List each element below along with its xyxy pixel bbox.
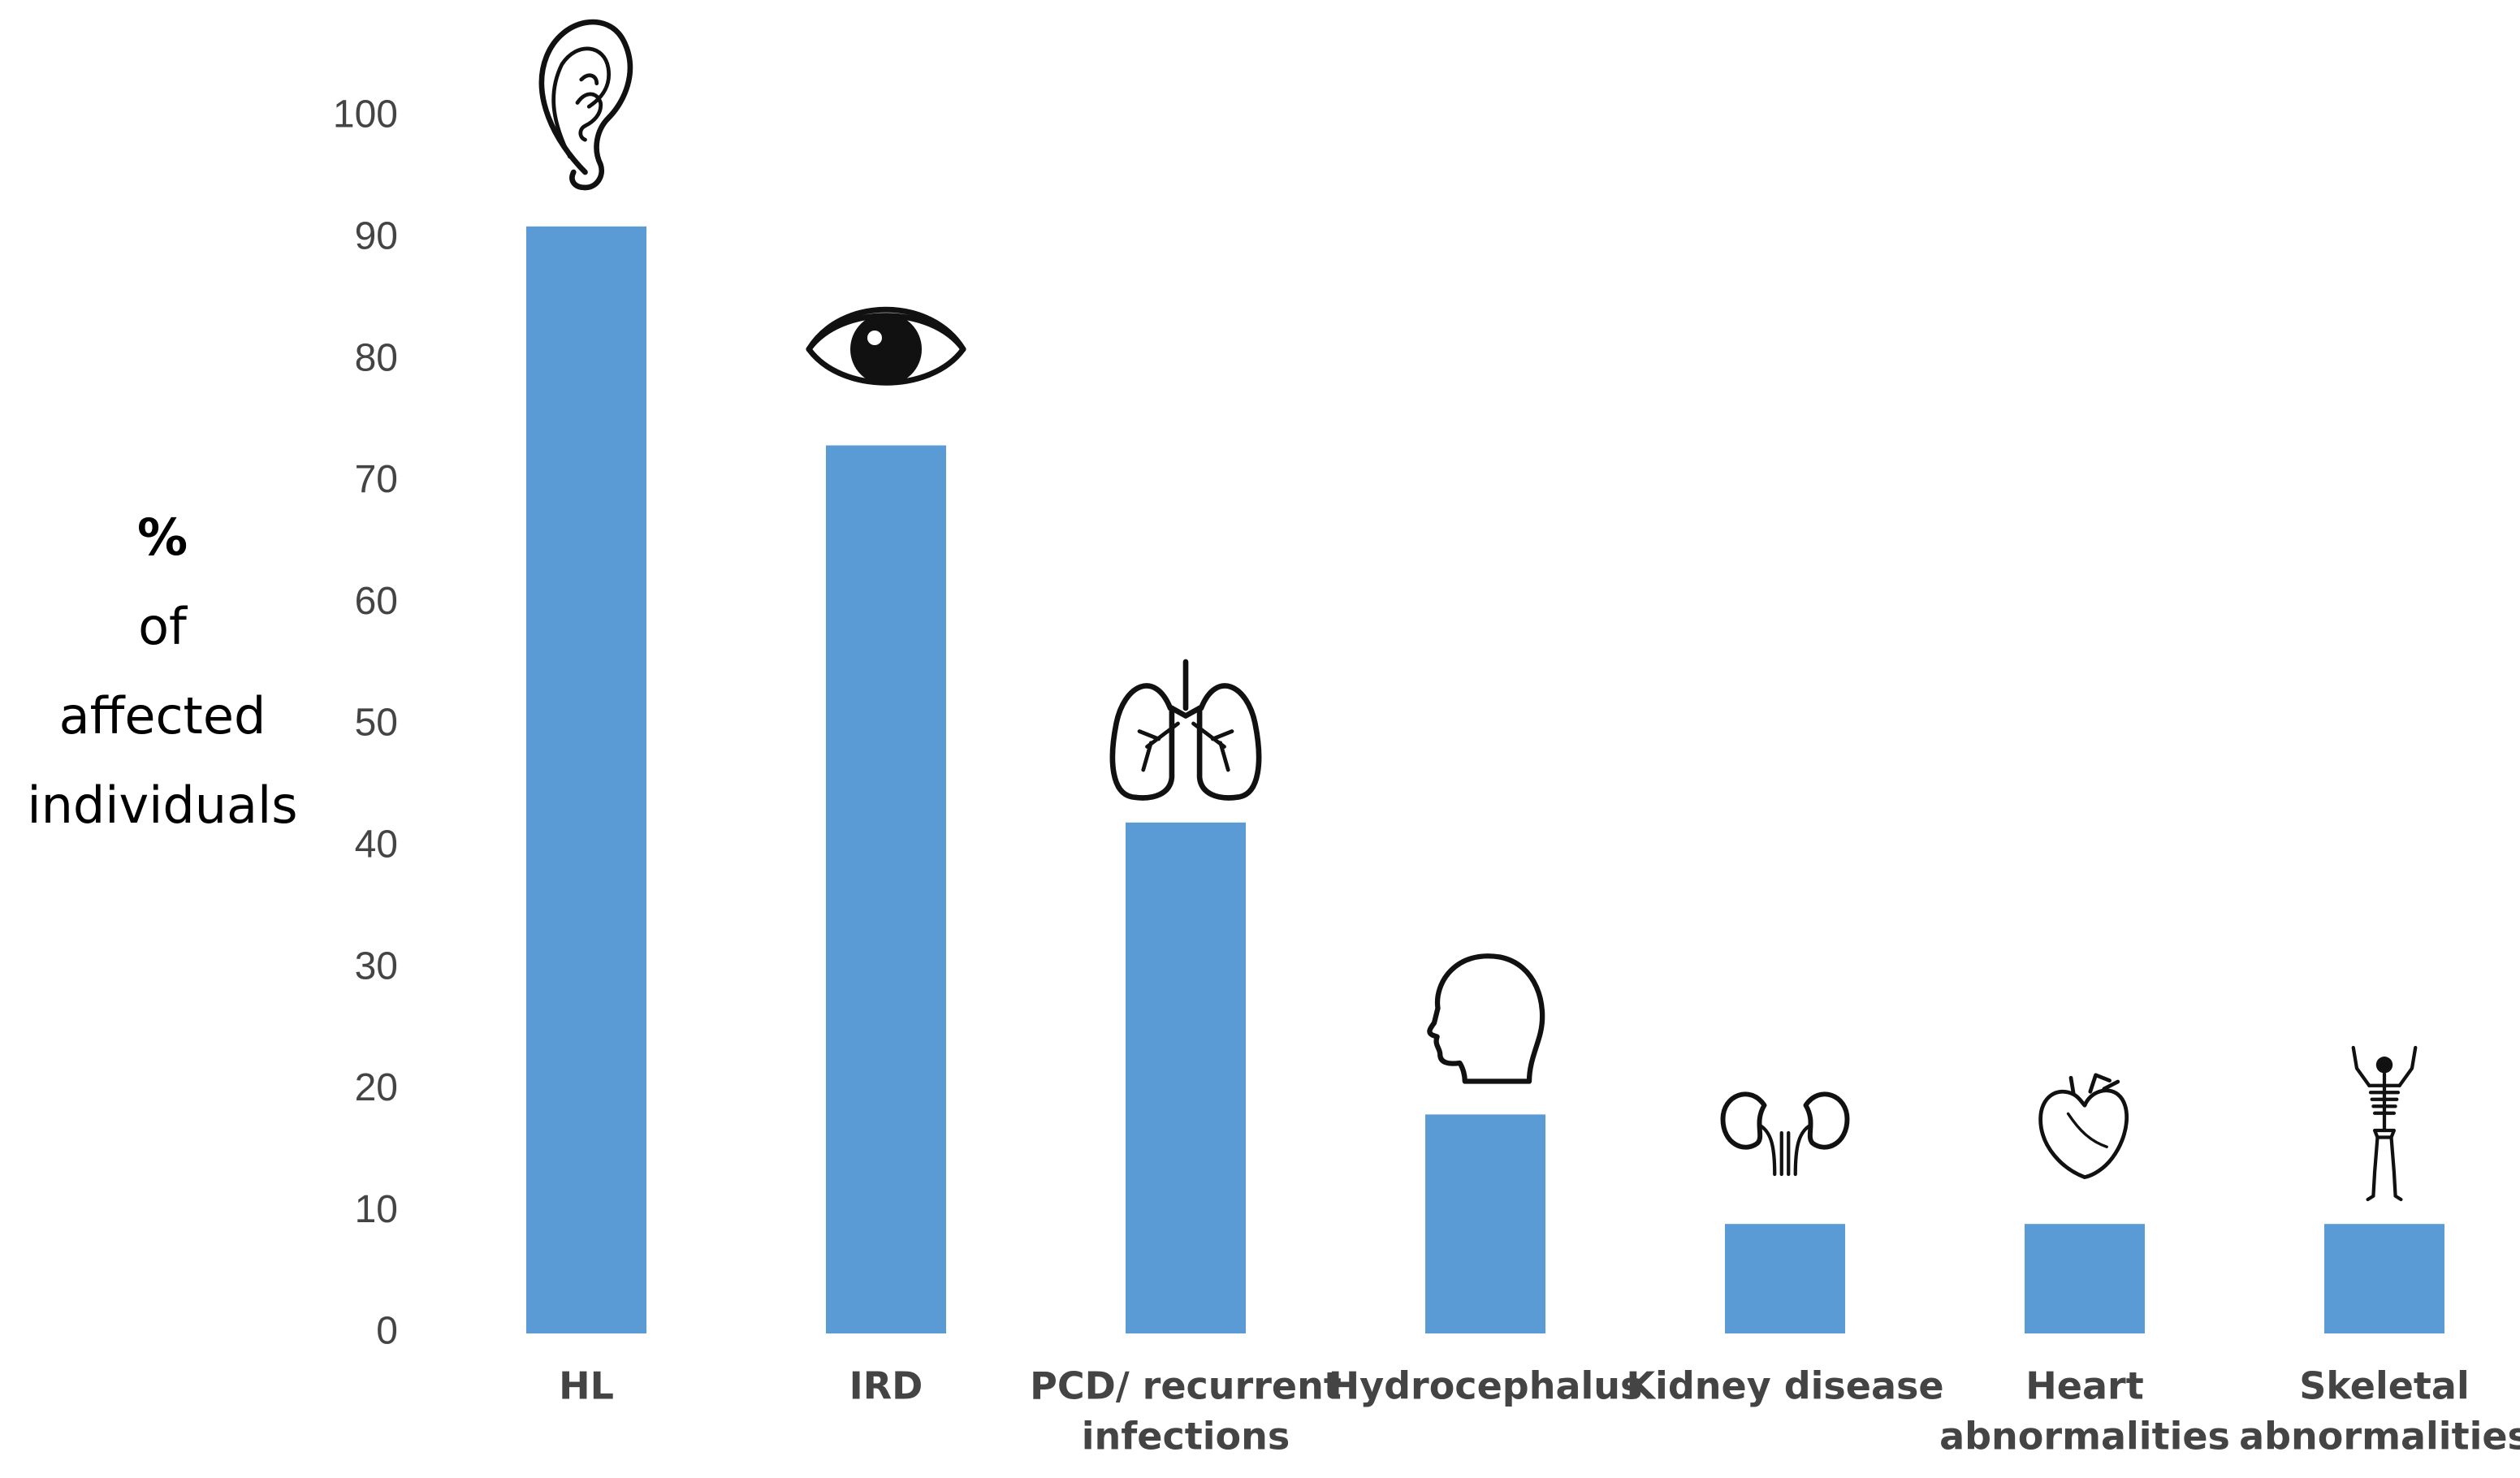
lungs-icon: [1109, 659, 1262, 801]
bars: [526, 226, 2444, 1334]
x-tick-label: IRD: [849, 1364, 923, 1408]
y-tick-label: 60: [355, 580, 398, 623]
y-tick-label: 90: [355, 214, 398, 257]
y-axis-label-line: individuals: [27, 776, 297, 835]
bar: [826, 445, 946, 1334]
y-tick-label: 80: [355, 336, 398, 379]
heart-icon: [2038, 1073, 2129, 1179]
bar: [2324, 1224, 2444, 1333]
y-tick-label: 20: [355, 1066, 398, 1109]
y-axis-label-line: %: [137, 508, 188, 567]
y-tick-label: 10: [355, 1188, 398, 1231]
x-tick-label: Hydrocephalus: [1329, 1364, 1643, 1408]
y-tick-label: 70: [355, 458, 398, 501]
y-axis-label-line: affected: [59, 686, 266, 745]
head-icon: [1427, 953, 1545, 1084]
y-axis-ticks: 0 10 20 30 40 50 60 70 80 90 100: [333, 93, 398, 1353]
x-tick-label: Skeletal: [2299, 1364, 2469, 1408]
bar: [2025, 1224, 2145, 1333]
bar: [1126, 822, 1246, 1333]
y-axis-label-line: of: [138, 597, 188, 656]
y-tick-label: 100: [333, 93, 398, 136]
y-tick-label: 40: [355, 823, 398, 866]
x-tick-label: abnormalities: [2239, 1415, 2520, 1459]
x-axis-labels: HL IRD PCD/ recurrent infections Hydrocephal…: [559, 1364, 2520, 1459]
eye-icon: [806, 306, 966, 386]
x-tick-label: Heart: [2025, 1364, 2143, 1408]
x-tick-label: Kidney disease: [1626, 1364, 1943, 1408]
y-tick-label: 30: [355, 944, 398, 987]
x-tick-label: infections: [1082, 1415, 1290, 1459]
x-tick-label: PCD/ recurrent: [1030, 1364, 1342, 1408]
skeleton-icon: [2351, 1045, 2418, 1202]
kidneys-icon: [1720, 1091, 1850, 1177]
x-tick-label: abnormalities: [1939, 1415, 2230, 1459]
ear-icon: [538, 19, 633, 191]
bar: [1425, 1114, 1545, 1333]
y-axis-label: % of affected individuals: [27, 508, 297, 835]
bar: [1725, 1224, 1845, 1333]
bar: [526, 226, 646, 1333]
y-tick-label: 0: [376, 1310, 398, 1353]
y-tick-label: 50: [355, 702, 398, 745]
x-tick-label: HL: [559, 1364, 614, 1408]
category-icons: [538, 19, 2418, 1202]
